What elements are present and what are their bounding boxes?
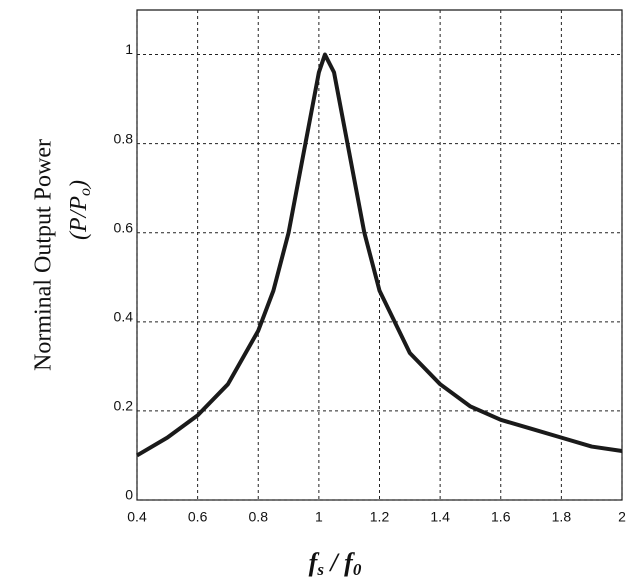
y-tick-label: 0 — [125, 487, 133, 503]
y-axis-label: (P/Po) — [66, 180, 94, 240]
x-label-part: 0 — [353, 560, 362, 579]
x-tick-label: 1.4 — [430, 509, 450, 525]
x-tick-label: 1.6 — [491, 509, 511, 525]
y-label-part: ) — [66, 180, 92, 190]
y-axis-label: Norminal Output Power — [31, 139, 57, 371]
x-tick-label: 1.2 — [370, 509, 390, 525]
x-tick-label: 1 — [315, 509, 323, 525]
x-label-part: f — [344, 548, 355, 577]
data-line — [135, 52, 623, 458]
x-tick-label: 2 — [618, 509, 626, 525]
y-label-part: o — [77, 188, 94, 196]
x-tick-label: 0.6 — [188, 509, 208, 525]
x-axis-label: fs / f0 — [309, 548, 362, 579]
y-tick-label: 0.4 — [114, 309, 134, 325]
y-tick-label: 1 — [125, 41, 133, 57]
y-tick-label: 0.8 — [114, 130, 134, 146]
x-tick-label: 0.8 — [249, 509, 269, 525]
y-tick-label: 0.6 — [114, 219, 134, 235]
x-label-part: / — [324, 548, 344, 577]
y-label-part: (P/P — [66, 196, 92, 240]
y-tick-label: 0.2 — [114, 398, 134, 414]
x-label-part: f — [309, 548, 320, 577]
x-label-part: s — [316, 560, 324, 579]
x-tick-label: 0.4 — [127, 509, 147, 525]
x-tick-label: 1.8 — [552, 509, 572, 525]
